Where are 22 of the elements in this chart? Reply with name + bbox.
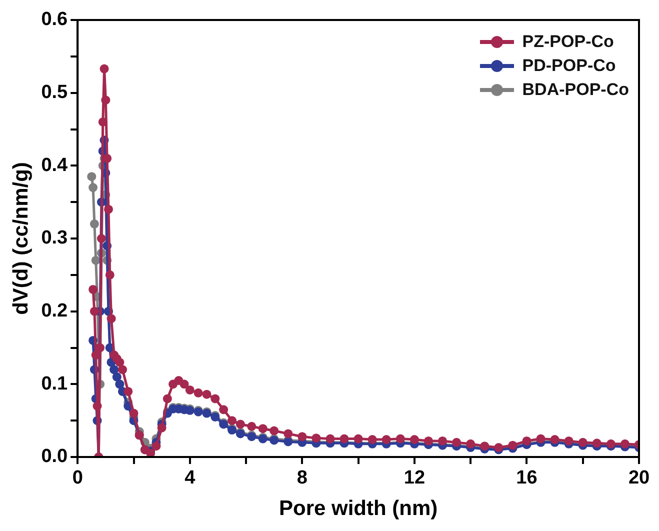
legend-label: PZ-POP-Co xyxy=(522,32,614,52)
y-tick-label: 0.2 xyxy=(41,300,68,322)
y-tick-label: 0.5 xyxy=(41,82,68,104)
x-tick-label: 20 xyxy=(628,468,650,489)
x-axis-title: Pore width (nm) xyxy=(278,497,438,520)
legend-label: PD-POP-Co xyxy=(522,56,616,76)
x-tick-label: 0 xyxy=(72,468,83,489)
point xyxy=(88,183,98,192)
y-tick-label: 0.4 xyxy=(41,154,68,176)
point xyxy=(90,219,99,228)
y-tick-label: 0.3 xyxy=(41,228,68,249)
point xyxy=(87,172,96,182)
x-tick-label: 12 xyxy=(404,468,426,489)
y-tick-label: 0.1 xyxy=(41,373,68,394)
point xyxy=(91,256,100,265)
y-axis-title: dV(d) (cc/nm/g) xyxy=(9,162,32,315)
x-tick-label: 16 xyxy=(516,468,538,489)
x-tick-label: 8 xyxy=(296,468,308,489)
y-tick-label: 0.6 xyxy=(41,9,68,30)
x-tick-label: 4 xyxy=(184,468,196,489)
y-tick-label: 0.0 xyxy=(41,446,68,468)
legend-label: BDA-POP-Co xyxy=(522,80,629,100)
